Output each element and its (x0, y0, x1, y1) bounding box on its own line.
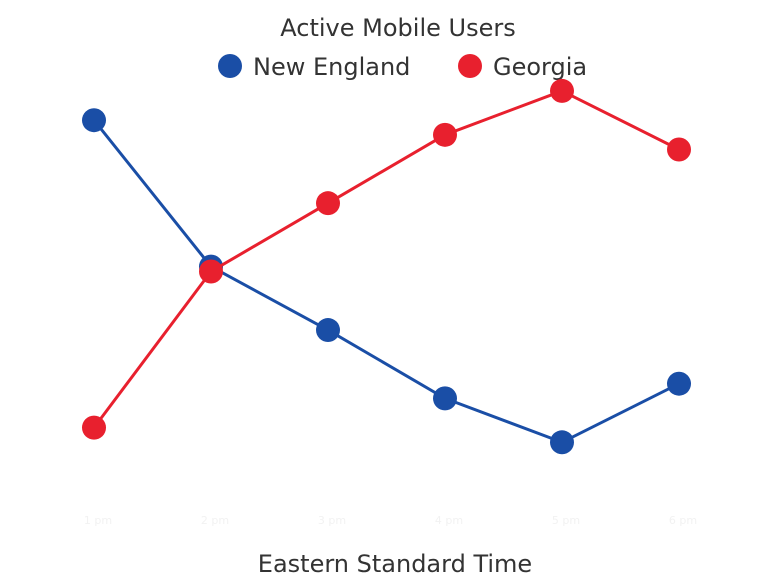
legend-marker-georgia (458, 54, 482, 78)
data-point-georgia-1-pm (82, 415, 106, 440)
x-tick-label-2-pm: 2 pm (201, 514, 229, 527)
data-point-georgia-6-pm (667, 137, 691, 162)
legend-label-new-england: New England (253, 53, 410, 81)
x-axis-ticks: 1 pm 2 pm 3 pm 4 pm 5 pm 6 pm (84, 514, 697, 527)
data-point-georgia-4-pm (433, 122, 457, 147)
legend-marker-new-england (218, 54, 242, 78)
data-point-new-england-4-pm (433, 386, 457, 411)
x-tick-label-5-pm: 5 pm (552, 514, 580, 527)
x-tick-label-1-pm: 1 pm (84, 514, 112, 527)
data-point-georgia-2-pm (199, 259, 223, 284)
data-point-new-england-6-pm (667, 371, 691, 396)
data-point-georgia-5-pm (550, 78, 574, 103)
chart-title: Active Mobile Users (280, 14, 515, 42)
series-line-georgia (92, 89, 681, 430)
data-point-new-england-1-pm (82, 108, 106, 133)
x-tick-label-4-pm: 4 pm (435, 514, 463, 527)
legend-item-new-england: New England (218, 53, 410, 81)
data-point-new-england-3-pm (316, 318, 340, 343)
legend-item-georgia: Georgia (458, 53, 587, 81)
series-line-new-england (92, 118, 681, 444)
plot-area (82, 78, 691, 455)
legend: New England Georgia (218, 53, 587, 81)
series-new-england (82, 108, 691, 455)
x-tick-label-3-pm: 3 pm (318, 514, 346, 527)
data-point-new-england-5-pm (550, 430, 574, 455)
legend-label-georgia: Georgia (493, 53, 587, 81)
data-point-georgia-3-pm (316, 191, 340, 216)
x-axis-title: Eastern Standard Time (258, 550, 532, 578)
x-tick-label-6-pm: 6 pm (669, 514, 697, 527)
series-georgia (82, 78, 691, 440)
